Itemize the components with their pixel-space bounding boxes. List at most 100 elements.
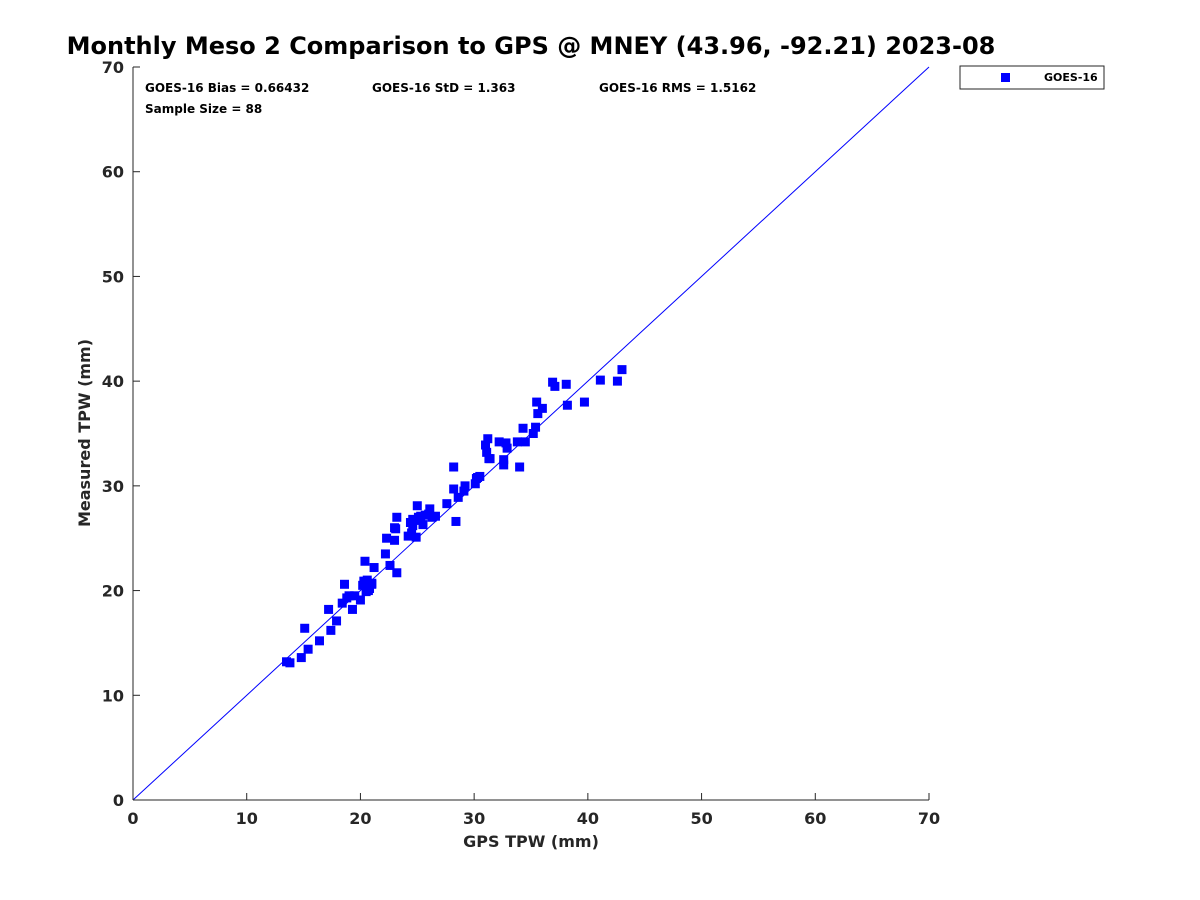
data-point — [579, 397, 589, 407]
data-point — [483, 434, 493, 444]
y-tick-label: 10 — [102, 686, 124, 705]
chart-title: Monthly Meso 2 Comparison to GPS @ MNEY … — [67, 32, 996, 60]
stat-sample-size: Sample Size = 88 — [145, 102, 262, 116]
data-point — [408, 514, 418, 524]
data-point — [314, 636, 324, 646]
data-point — [537, 403, 547, 413]
data-point — [470, 479, 480, 489]
data-point — [411, 532, 421, 542]
data-point — [484, 454, 494, 464]
data-point — [300, 623, 310, 633]
data-point — [392, 512, 402, 522]
data-point — [562, 400, 572, 410]
data-point — [449, 462, 459, 472]
data-point — [408, 521, 418, 531]
data-point — [340, 579, 350, 589]
x-tick-label: 60 — [804, 809, 826, 828]
data-point — [347, 604, 357, 614]
data-point — [520, 437, 530, 447]
x-tick-label: 10 — [236, 809, 258, 828]
data-point — [512, 437, 522, 447]
data-point — [494, 437, 504, 447]
data-point — [515, 462, 525, 472]
data-point — [561, 379, 571, 389]
data-point — [296, 653, 306, 663]
legend-marker — [1001, 73, 1010, 82]
data-point — [518, 423, 528, 433]
y-axis-label: Measured TPW (mm) — [75, 339, 94, 527]
data-points-layer — [282, 365, 627, 668]
data-point — [459, 486, 469, 496]
data-point — [449, 484, 459, 494]
y-tick-label: 20 — [102, 582, 124, 601]
data-point — [337, 598, 347, 608]
data-point — [430, 511, 440, 521]
data-point — [324, 604, 334, 614]
stat-std: GOES-16 StD = 1.363 — [372, 81, 515, 95]
legend-box — [959, 65, 1105, 90]
data-point — [460, 481, 470, 491]
data-point — [344, 591, 354, 601]
data-point — [326, 625, 336, 635]
stat-bias: GOES-16 Bias = 0.66432 — [145, 81, 309, 95]
x-tick-label: 20 — [349, 809, 371, 828]
data-point — [501, 438, 511, 448]
y-tick-label: 70 — [102, 58, 124, 77]
data-point — [473, 472, 483, 482]
data-point — [407, 528, 417, 538]
plot-area — [132, 67, 929, 801]
data-point — [425, 504, 435, 514]
legend: GOES-16 — [959, 65, 1105, 90]
data-point — [303, 644, 313, 654]
data-point — [499, 460, 509, 470]
data-point — [617, 365, 627, 375]
y-tick-label: 50 — [102, 267, 124, 286]
data-point — [285, 658, 295, 668]
data-point — [390, 535, 400, 545]
data-point — [416, 511, 426, 521]
data-point — [382, 533, 392, 543]
data-point — [499, 455, 509, 465]
data-point — [532, 397, 542, 407]
data-point — [385, 560, 395, 570]
data-point — [380, 549, 390, 559]
y-tick-label: 40 — [102, 372, 124, 391]
data-point — [367, 578, 377, 588]
ticks-layer: 0 10 20 30 40 50 60 70 0 10 20 30 40 50 60 70 — [102, 58, 940, 828]
x-tick-label: 0 — [127, 809, 138, 828]
data-point — [451, 516, 461, 526]
y-tick-label: 30 — [102, 477, 124, 496]
y-tick-label: 60 — [102, 163, 124, 182]
x-tick-label: 70 — [918, 809, 940, 828]
data-point — [360, 556, 370, 566]
data-point — [412, 501, 422, 511]
data-point — [482, 447, 492, 457]
data-point — [355, 595, 365, 605]
legend-label: GOES-16 — [1044, 71, 1098, 84]
data-point — [453, 492, 463, 502]
data-point — [442, 499, 452, 509]
data-point — [595, 375, 605, 385]
data-point — [359, 576, 369, 586]
data-point — [528, 429, 538, 438]
data-point — [350, 591, 360, 601]
data-point — [418, 520, 428, 530]
data-point — [531, 422, 541, 432]
data-point — [391, 524, 401, 534]
data-point — [332, 616, 342, 626]
data-point — [481, 440, 491, 450]
data-point — [363, 586, 373, 596]
data-point — [612, 376, 622, 386]
data-point — [392, 568, 402, 578]
x-tick-label: 40 — [577, 809, 599, 828]
data-point — [369, 563, 379, 573]
x-tick-label: 50 — [690, 809, 712, 828]
stat-rms: GOES-16 RMS = 1.5162 — [599, 81, 756, 95]
data-point — [502, 443, 512, 453]
x-axis-label: GPS TPW (mm) — [463, 832, 599, 851]
x-tick-label: 30 — [463, 809, 485, 828]
data-point — [550, 381, 560, 391]
y-tick-label: 0 — [113, 791, 124, 810]
data-point — [533, 409, 543, 419]
